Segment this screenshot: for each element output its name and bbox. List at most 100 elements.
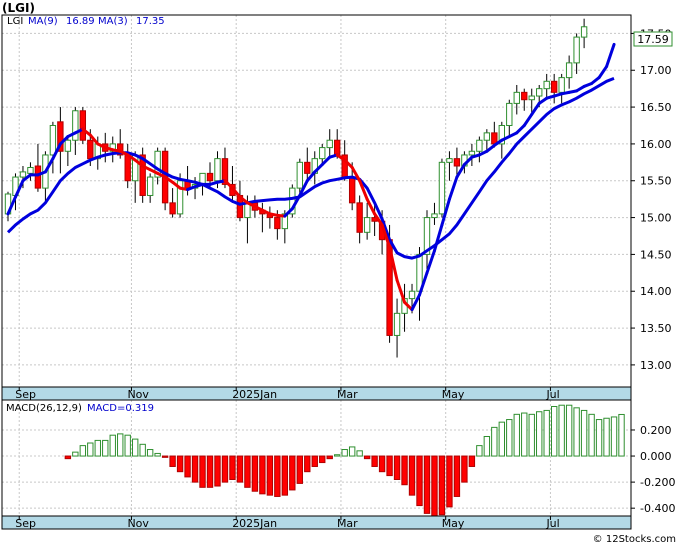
macd-bar [274,455,281,497]
macd-bar [117,433,124,457]
candle-body [513,91,520,104]
macd-bar [438,455,446,516]
macd-month-label: Mar [337,517,358,530]
price-month-label: Sep [15,388,36,401]
legend-ma3-label: MA(3) [98,16,128,27]
legend-ma3-value: 17.35 [136,16,165,27]
ma3-segment [522,112,534,127]
ma3-segment [230,186,242,199]
macd-bar [348,446,356,457]
price-x-axis-band [1,386,632,401]
macd-bar [491,426,498,457]
macd-bar [214,455,221,487]
macd-bar [341,449,348,457]
macd-bar [281,455,289,496]
macd-bar [229,455,236,481]
chart-legend: LGI MA(9) 16.89 MA(3) 17.35 [7,16,165,27]
candle-body [521,91,528,101]
ma3-segment [163,175,175,184]
macd-bar [378,455,386,473]
candle-body [453,158,461,167]
candle-body [408,290,416,300]
candle-body [169,202,176,215]
macd-bar [618,413,625,457]
ma3-segment [43,157,55,174]
macd-legend-label: MACD(26,12,9) [6,403,82,414]
macd-bar [87,442,94,457]
candle-body [274,217,281,230]
macd-bar [102,439,109,457]
candle-body [319,147,326,160]
candle-body [146,176,154,196]
macd-bar [573,407,580,457]
candle-body [72,110,79,141]
macd-bar [453,455,461,497]
macd-bar [139,443,146,457]
candle-body [558,77,565,93]
ma3-segment [485,143,496,153]
ma3-segment [373,212,384,227]
macd-bar [79,445,87,457]
ma3-segment [343,158,354,169]
candle-body [221,158,229,185]
candle-body [476,139,483,152]
ma3-segment [13,179,25,199]
macd-bar [176,455,184,473]
candle-body [543,80,550,90]
macd-bar [603,417,610,457]
candle-body [57,121,64,152]
ma3-segment [537,96,549,105]
ma3-segment [515,123,526,135]
candle-body [498,124,506,145]
price-tick-label: 16.00 [640,138,672,151]
macd-bar [461,455,468,483]
candle-body [348,176,356,204]
candle-body [79,110,87,141]
last-price-label: 17.59 [637,33,669,46]
ma3-segment [590,76,601,86]
price-panel: 17.5017.0016.5016.0015.5015.0014.5014.00… [1,14,673,388]
candle-body [491,132,498,145]
macd-month-label: Nov [127,517,149,530]
macd-bar [468,455,476,467]
macd-bar [109,434,116,457]
price-tick-label: 13.00 [640,359,672,372]
candle-body [550,80,558,93]
macd-bar [356,450,363,457]
price-month-label: 2025Jan [232,388,277,401]
legend-ma9-label: MA(9) [28,16,58,27]
candle-body [281,213,289,230]
ma3-segment [126,153,137,162]
macd-bar [423,455,431,514]
price-x-axis: Sep Nov 2025Jan Mar May Jul [15,387,560,401]
ma3-segment [605,42,616,69]
ma3-segment [530,101,541,116]
ma3-segment [335,153,347,162]
macd-month-label: 2025Jan [232,517,277,530]
ma3-segment [238,195,249,205]
macd-bar [221,455,229,483]
macd-x-axis-band [1,515,632,530]
ma3-segment [395,278,407,304]
candle-body [431,213,438,219]
price-tick-label: 17.00 [640,64,672,77]
ma3-segment [21,173,32,183]
ma3-segment [418,271,429,297]
ma3-segment [305,170,317,183]
macd-bar [610,416,618,457]
price-tick-label: 14.50 [640,248,672,261]
macd-bar [446,455,453,508]
ma3-segment [380,223,392,249]
macd-bar [521,412,528,457]
ma3-segment [462,155,474,167]
watermark: © 12Stocks.com [593,534,676,545]
macd-bar [371,455,378,467]
macd-x-axis: Sep Nov 2025Jan Mar May Jul [15,516,560,530]
macd-bar [236,455,244,483]
candle-body [334,139,341,156]
macd-bar [550,406,558,457]
candle-body [356,202,363,233]
macd-bar [244,455,251,488]
last-price-box-frame [633,31,673,47]
